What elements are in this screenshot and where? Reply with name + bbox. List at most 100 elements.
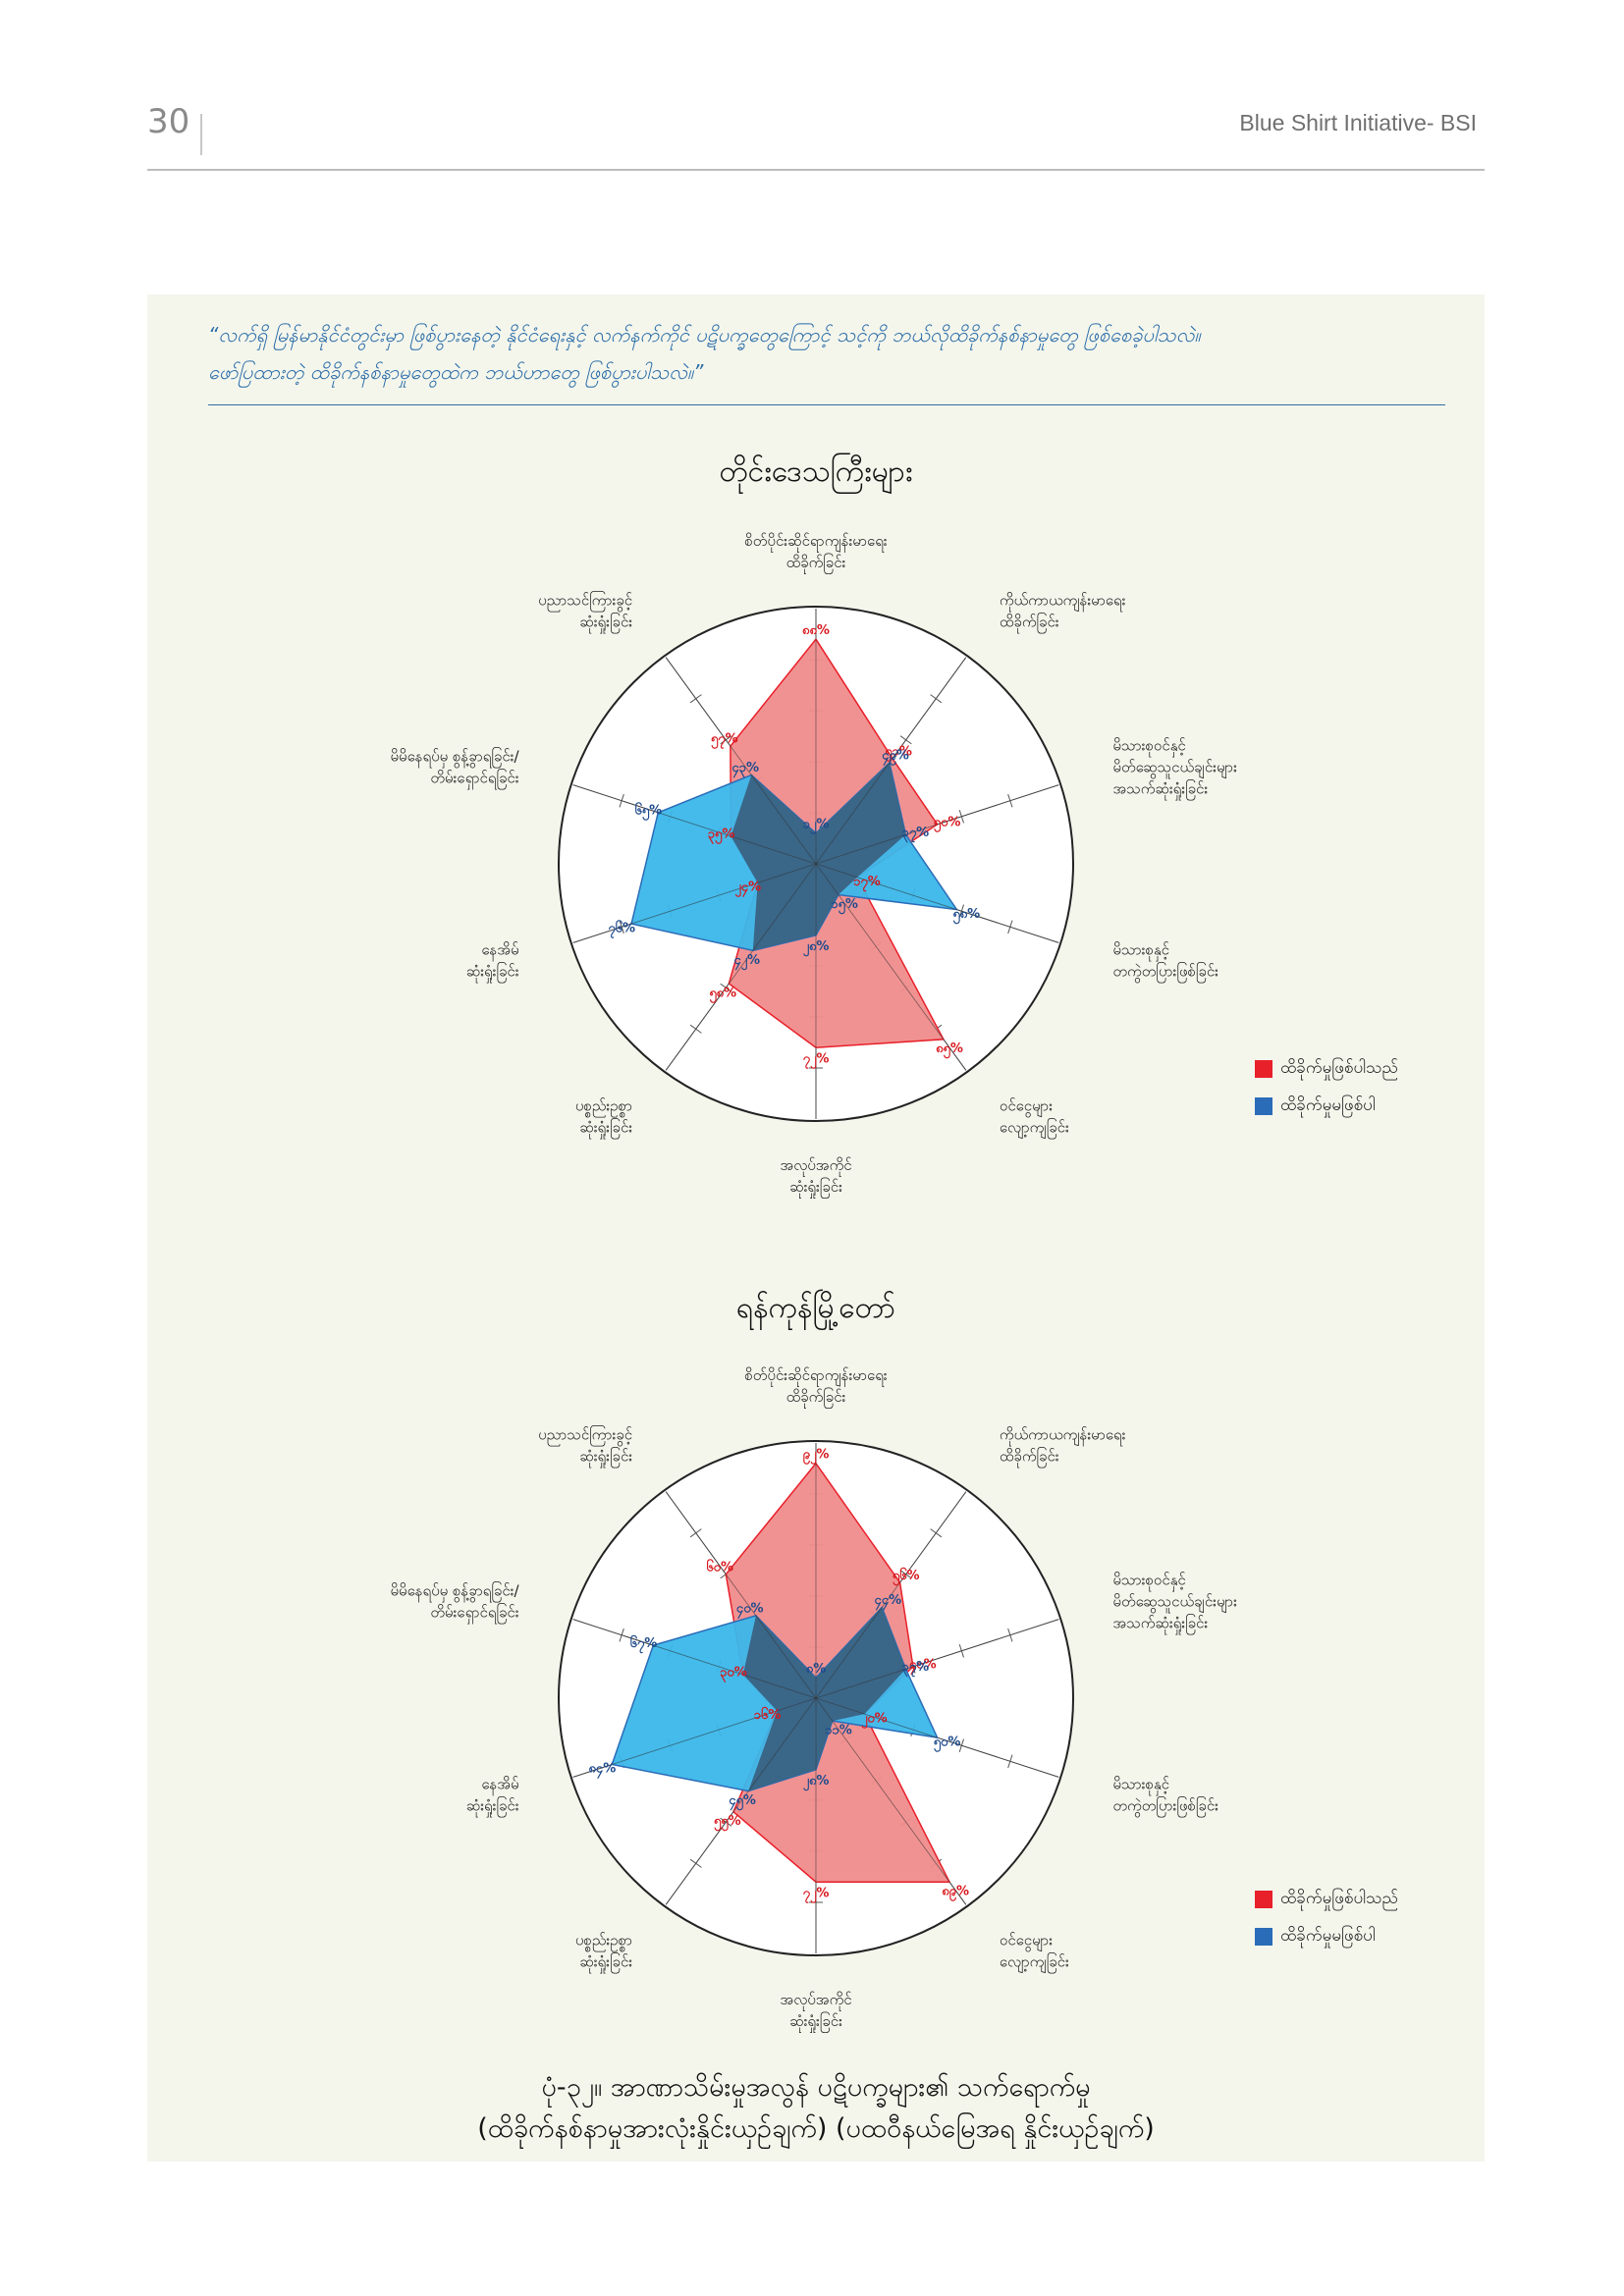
legend-label-not-affected: ထိခိုက်မှုမဖြစ်ပါ [1280,1925,1376,1946]
chart-2-legend: ထိခိုက်မှုဖြစ်ပါသည် ထိခိုက်မှုမဖြစ်ပါ [1255,1881,1398,1955]
data-label-affected: ၁၇% [853,875,881,892]
data-label-affected: ၁၆% [754,1706,782,1723]
data-label-not-affected: ၄၂% [733,953,760,971]
axis-category-label: မိသားစုနှင့်တကွဲတပြားဖြစ်ခြင်း [1112,1775,1218,1817]
series-overlap-area [731,762,906,951]
radar-spoke-overlay [572,1697,817,1778]
data-label-affected: ၅၁% [885,744,912,762]
data-label-not-affected: ၇၆% [608,919,635,938]
data-label-affected: ၂၀% [861,1711,888,1729]
data-label-affected: ၃၅% [708,828,735,845]
radar-spoke-overlay [815,784,1059,865]
data-label-affected: ၄၀% [909,1658,937,1676]
axis-category-label: မိမိနေရပ်မှ စွန့်ခွာရခြင်း/တိမ်းရှောင်ရခ… [390,747,519,790]
legend-item-not-affected: ထိခိုက်မှုမဖြစ်ပါ [1255,1088,1398,1125]
radar-spoke-overlay [815,657,967,865]
data-label-affected: ၂၄% [734,880,761,897]
data-label-affected: ၉၂% [803,1447,830,1465]
data-label-not-affected: ၁၅% [831,897,858,915]
data-label-not-affected: ၈၄% [589,1762,617,1780]
axis-category-label: ကိုယ်ကာယကျန်းမာရေးထိခိုက်ခြင်း [1000,1426,1126,1468]
radar-spoke-overlay [665,863,817,1071]
data-label-affected: ၈၈% [802,623,830,638]
data-label-not-affected: ၅၈% [952,907,980,925]
data-label-affected: ၈၉% [942,1885,969,1902]
radar-spoke-overlay [572,784,817,865]
legend-swatch-affected [1255,1060,1272,1078]
legend-item-affected: ထိခိုက်မှုဖြစ်ပါသည် [1255,1881,1398,1918]
question-rule [208,404,1445,405]
header-rule [147,169,1485,171]
page-number: 30 [147,102,190,141]
legend-label-affected: ထိခိုက်မှုဖြစ်ပါသည် [1280,1888,1398,1908]
survey-question-line-1: “လက်ရှိ မြန်မာနိုင်ငံတွင်းမှာ ဖြစ်ပွားနေ… [208,323,1201,347]
radar-spoke-overlay [665,1697,817,1905]
axis-category-label: ပညာသင်ကြားခွင့်ဆုံးရှုံးခြင်း [538,1425,632,1468]
radar-chart-regions: ၈၈% ၅၁% ၅၀% ၁၇% ၈၅% ၇၂% ၅၈% ၂၄% ၃၅% ၅၇% ၁၂% ၄၉% ၃၇% ၅… [390,532,1237,1199]
radar-spoke-overlay [665,657,817,865]
data-label-affected: ၅၅% [714,1814,741,1832]
axis-category-label: စိတ်ပိုင်းဆိုင်ရာကျန်းမာရေးထိခိုက်ခြင်း [744,1366,887,1409]
radar-spoke-overlay [815,863,967,1071]
chart-1-legend: ထိခိုက်မှုဖြစ်ပါသည် ထိခိုက်မှုမဖြစ်ပါ [1255,1050,1398,1125]
data-label-affected: ၆၀% [706,1558,733,1575]
radar-spoke-overlay [815,1491,967,1699]
chart-2-title: ရန်ကုန်မြို့တော် [735,1291,896,1325]
figure-caption-line-1: ပုံ-၃၂။ အာဏာသိမ်းမှုအလွန် ပဋိပက္ခများ၏ သ… [541,2072,1091,2103]
legend-label-affected: ထိခိုက်မှုဖြစ်ပါသည် [1280,1057,1398,1078]
data-label-not-affected: ၂၈% [803,939,830,957]
axis-category-label: ဝင်ငွေများလျော့ကျခြင်း [1000,1931,1069,1973]
axis-category-label: မိသားစုဝင်နှင့်မိတ်ဆွေသူငယ်ချင်းများအသက်… [1112,737,1237,801]
legend-item-affected: ထိခိုက်မှုဖြစ်ပါသည် [1255,1050,1398,1088]
data-label-affected: ၅၀% [934,816,961,833]
legend-swatch-not-affected [1255,1097,1272,1115]
data-label-affected: ၇၂% [803,1887,830,1904]
publication-title: Blue Shirt Initiative- BSI [1239,110,1477,135]
axis-category-label: မိသားစုနှင့်တကွဲတပြားဖြစ်ခြင်း [1112,940,1218,983]
data-label-not-affected: ၄၃% [731,761,759,778]
legend-label-not-affected: ထိခိုက်မှုမဖြစ်ပါ [1280,1095,1376,1115]
data-label-affected: ၇၂% [803,1052,830,1070]
page-number-divider [200,114,202,155]
data-label-affected: ၃၀% [720,1666,747,1683]
data-label-not-affected: ၄၀% [736,1601,764,1619]
data-label-not-affected: ၆၇% [630,1634,658,1654]
data-label-not-affected: ၁၂% [803,817,830,834]
data-label-affected: ၅၆% [893,1567,920,1586]
radar-spoke-overlay [665,1491,817,1699]
data-label-not-affected: ၂၈% [803,1774,830,1791]
radar-spoke-overlay [815,1697,967,1905]
figure-panel: “လက်ရှိ မြန်မာနိုင်ငံတွင်းမှာ ဖြစ်ပွားနေ… [147,294,1485,2162]
radar-spoke-overlay [815,1697,1059,1778]
data-label-not-affected: ၃၇% [902,826,930,843]
data-label-affected: ၅၈% [709,986,736,1003]
radar-spoke-overlay [815,863,1059,943]
axis-category-label: မိမိနေရပ်မှ စွန့်ခွာရခြင်း/တိမ်းရှောင်ရခ… [390,1581,519,1625]
legend-item-not-affected: ထိခိုက်မှုမဖြစ်ပါ [1255,1918,1398,1955]
data-label-not-affected: ၈% [806,1662,826,1677]
radar-spoke-overlay [572,1619,817,1699]
chart-1-title: တိုင်းဒေသကြီးများ [719,454,913,489]
axis-category-label: နေအိမ်ဆုံးရှုံးခြင်း [466,940,519,983]
survey-question: “လက်ရှိ မြန်မာနိုင်ငံတွင်းမှာ ဖြစ်ပွားနေ… [208,316,1426,391]
axis-category-label: အလုပ်အကိုင်ဆုံးရှုံးခြင်း [780,1156,851,1199]
axis-category-label: ကိုယ်ကာယကျန်းမာရေးထိခိုက်ခြင်း [1000,592,1126,634]
data-label-not-affected: ၄၅% [729,1793,756,1811]
axis-category-label: ပညာသင်ကြားခွင့်ဆုံးရှုံးခြင်း [538,591,632,634]
axis-category-label: စိတ်ပိုင်းဆိုင်ရာကျန်းမာရေးထိခိုက်ခြင်း [744,532,887,574]
data-label-not-affected: ၃၇% [902,1660,930,1678]
axis-category-label: နေအိမ်ဆုံးရှုံးခြင်း [466,1775,519,1817]
radar-chart-yangon: ၉၂% ၅၆% ၄၀% ၂၀% ၈၉% ၇၂% ၅၅% ၁၆% ၃၀% ၆၀% ၈% ၄၄% ၃၇% ၅၀… [390,1366,1237,2033]
axis-category-label: ပစ္စည်းဥစ္စာဆုံးရှုံးခြင်း [575,1096,632,1139]
survey-question-line-2: ဖော်ပြထားတဲ့ ထိခိုက်နစ်နာမှုတွေထဲက ဘယ်ဟာ… [208,360,704,384]
data-label-not-affected: ၄၉% [882,749,909,767]
data-label-affected: ၈၅% [936,1041,963,1059]
axis-category-label: ပစ္စည်းဥစ္စာဆုံးရှုံးခြင်း [575,1931,632,1973]
legend-swatch-not-affected [1255,1928,1272,1946]
data-label-not-affected: ၆၅% [635,802,663,822]
axis-category-label: မိသားစုဝင်နှင့်မိတ်ဆွေသူငယ်ချင်းများအသက်… [1112,1572,1237,1635]
axis-category-label: အလုပ်အကိုင်ဆုံးရှုံးခြင်း [780,1991,851,2033]
figure-caption: ပုံ-၃၂။ အာဏာသိမ်းမှုအလွန် ပဋိပက္ခများ၏ သ… [147,2067,1485,2150]
data-label-not-affected: ၁၁% [825,1724,852,1738]
data-label-not-affected: ၄၄% [875,1593,902,1611]
